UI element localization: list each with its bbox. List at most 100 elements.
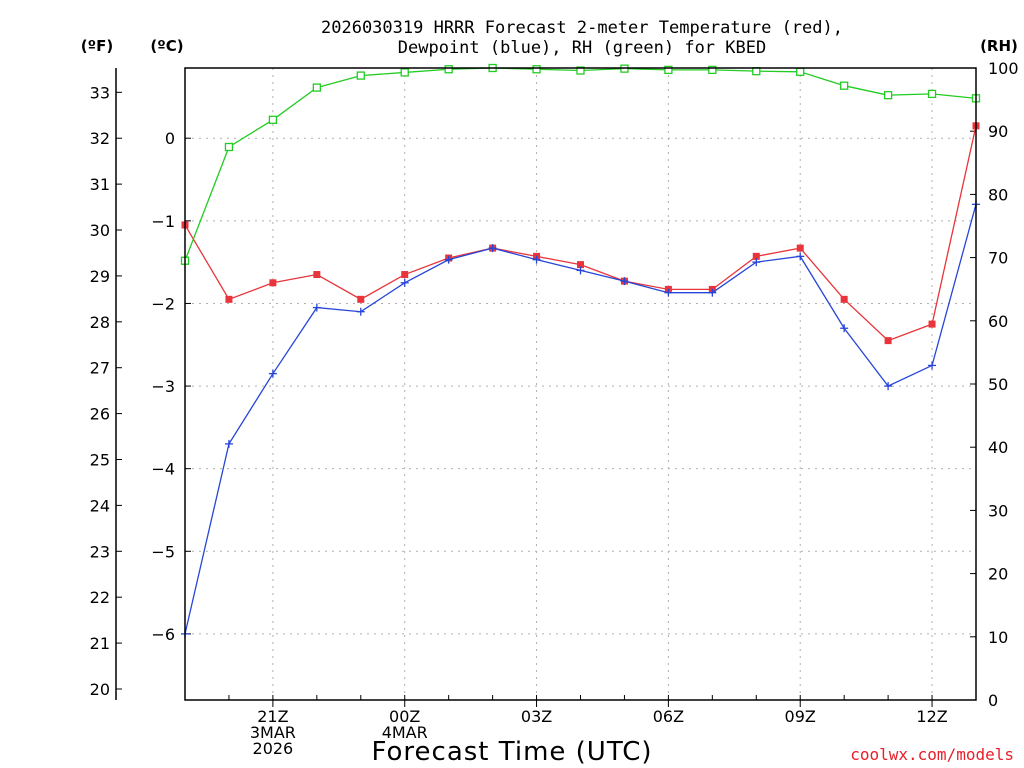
rh-tick-label: 40 [988, 438, 1008, 457]
rh-point [708, 65, 717, 75]
x-axis-title: Forecast Time (UTC) [371, 737, 652, 767]
rh-tick-label: 20 [988, 565, 1008, 584]
chart-title-line2: Dewpoint (blue), RH (green) for KBED [398, 38, 766, 58]
dewpoint-point [884, 382, 893, 391]
x-tick-label: 2026 [253, 739, 294, 758]
dewpoint-point [620, 277, 629, 286]
dewpoint-point [576, 266, 585, 275]
rh-tick-label: 30 [988, 501, 1008, 520]
plot-frame [184, 67, 977, 701]
dewpoint-point [356, 307, 365, 316]
fahrenheit-tick-label: 23 [90, 542, 110, 561]
x-tick-label: 00Z [389, 707, 420, 726]
rh-point [268, 115, 278, 124]
temperature-point [401, 271, 409, 279]
rh-tick-label: 90 [988, 122, 1008, 141]
dewpoint-point [708, 288, 717, 297]
fahrenheit-axis: 33 32 31 30 29 28 27 26 25 24 23 22 21 20 [90, 68, 122, 700]
rh-point [664, 65, 673, 75]
rh-point [840, 81, 849, 90]
rh-point [796, 67, 805, 76]
dewpoint-point [224, 439, 233, 448]
fahrenheit-tick-label: 27 [90, 359, 110, 378]
celsius-axis-unit: (ºC) [150, 37, 183, 55]
fahrenheit-tick-label: 26 [90, 405, 110, 424]
dewpoint-point [752, 258, 761, 267]
rh-tick-label: 100 [988, 59, 1019, 78]
x-tick-label: 3MAR [250, 723, 296, 742]
fahrenheit-tick-label: 31 [90, 175, 110, 194]
temperature-point [225, 295, 233, 303]
dewpoint-point [444, 255, 453, 264]
chart-title-line1: 2026030319 HRRR Forecast 2-meter Tempera… [321, 18, 843, 38]
x-tick-label: 03Z [521, 707, 552, 726]
temperature-point [840, 295, 848, 303]
temperature-point [269, 279, 277, 287]
temperature-point [577, 261, 584, 269]
dewpoint-point [312, 303, 321, 312]
rh-point [576, 66, 585, 75]
rh-point [400, 68, 409, 77]
fahrenheit-tick-label: 25 [90, 451, 110, 470]
credit-text: coolwx.com/models [850, 745, 1014, 764]
fahrenheit-tick-label: 30 [90, 221, 110, 240]
rh-point [927, 89, 937, 99]
rh-tick-label: 60 [988, 312, 1008, 331]
rh-point [883, 91, 893, 100]
celsius-tick-label: −5 [151, 542, 175, 561]
celsius-axis: 0 −1 −2 −3 −4 −5 −6 [151, 129, 191, 644]
fahrenheit-tick-label: 20 [90, 680, 110, 699]
fahrenheit-tick-label: 29 [90, 267, 110, 286]
celsius-tick-label: −2 [151, 294, 175, 313]
temperature-point [796, 244, 804, 252]
rh-tick-label: 70 [988, 249, 1008, 268]
celsius-tick-label: −1 [151, 212, 175, 231]
celsius-tick-label: −4 [151, 460, 175, 479]
celsius-tick-label: 0 [165, 129, 175, 148]
fahrenheit-tick-label: 32 [90, 129, 110, 148]
dewpoint-point [532, 255, 541, 264]
series-layer [180, 63, 981, 638]
dewpoint-point [268, 369, 277, 378]
dewpoint-point [400, 278, 409, 287]
rh-point [356, 71, 365, 80]
grid-lines [185, 68, 976, 700]
temperature-point [752, 252, 760, 260]
dewpoint-point [796, 252, 805, 261]
dewpoint-point [488, 244, 497, 253]
dewpoint-point [664, 288, 673, 297]
rh-axis-unit: (RH) [980, 37, 1018, 55]
rh-tick-label: 80 [988, 185, 1008, 204]
x-tick-label: 4MAR [382, 723, 428, 742]
x-tick-label: 21Z [257, 707, 288, 726]
temperature-point [928, 320, 936, 328]
rh-point [444, 65, 453, 74]
fahrenheit-tick-label: 28 [90, 313, 110, 332]
rh-line [184, 67, 977, 261]
rh-tick-label: 10 [988, 628, 1008, 647]
rh-tick-label: 0 [988, 691, 998, 710]
x-tick-label: 12Z [916, 707, 947, 726]
fahrenheit-tick-label: 22 [90, 588, 110, 607]
rh-axis: 0 10 20 30 40 50 60 70 80 90 100 [970, 59, 1019, 710]
celsius-tick-label: −3 [151, 377, 175, 396]
dewpoint-point [840, 324, 849, 333]
fahrenheit-tick-label: 21 [90, 634, 110, 653]
temperature-point [357, 295, 365, 303]
fahrenheit-axis-unit: (ºF) [81, 37, 113, 55]
temperature-point [313, 271, 321, 279]
rh-point [224, 142, 234, 152]
x-tick-label: 09Z [785, 707, 816, 726]
temperature-line [184, 125, 977, 342]
celsius-tick-label: −6 [151, 625, 175, 644]
rh-point [532, 65, 541, 74]
fahrenheit-tick-label: 24 [90, 496, 110, 515]
fahrenheit-tick-label: 33 [90, 83, 110, 102]
rh-point [312, 83, 321, 92]
x-tick-label: 06Z [653, 707, 684, 726]
temperature-point [884, 337, 892, 345]
rh-tick-label: 50 [988, 375, 1008, 394]
dewpoint-point [928, 361, 937, 370]
